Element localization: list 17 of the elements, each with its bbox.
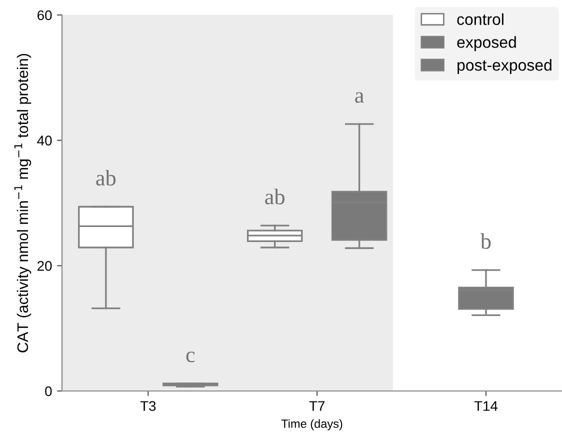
annotation: b <box>480 233 491 249</box>
y-tick-label: 60 <box>38 10 52 20</box>
annotation: ab <box>96 170 116 186</box>
y-tick-label: 20 <box>38 261 52 271</box>
x-tick-label: T14 <box>474 401 498 411</box>
x-tick-label: T7 <box>309 401 324 411</box>
x-tick-label: T3 <box>140 401 156 411</box>
annotation: c <box>186 352 195 362</box>
legend-label: post-exposed <box>458 59 552 74</box>
legend-label: exposed <box>457 36 516 52</box>
annotation: ab <box>265 188 284 204</box>
annotation: a <box>355 92 364 103</box>
y-tick-label: 0 <box>45 386 52 396</box>
legend-label: control <box>457 13 504 26</box>
y-axis-title: CAT (activity nmol min$^{−1}$ mg$^{−1}$ total protein) <box>14 54 32 352</box>
x-axis-title: Time (days) <box>281 419 342 430</box>
y-tick-label: 40 <box>37 136 52 146</box>
